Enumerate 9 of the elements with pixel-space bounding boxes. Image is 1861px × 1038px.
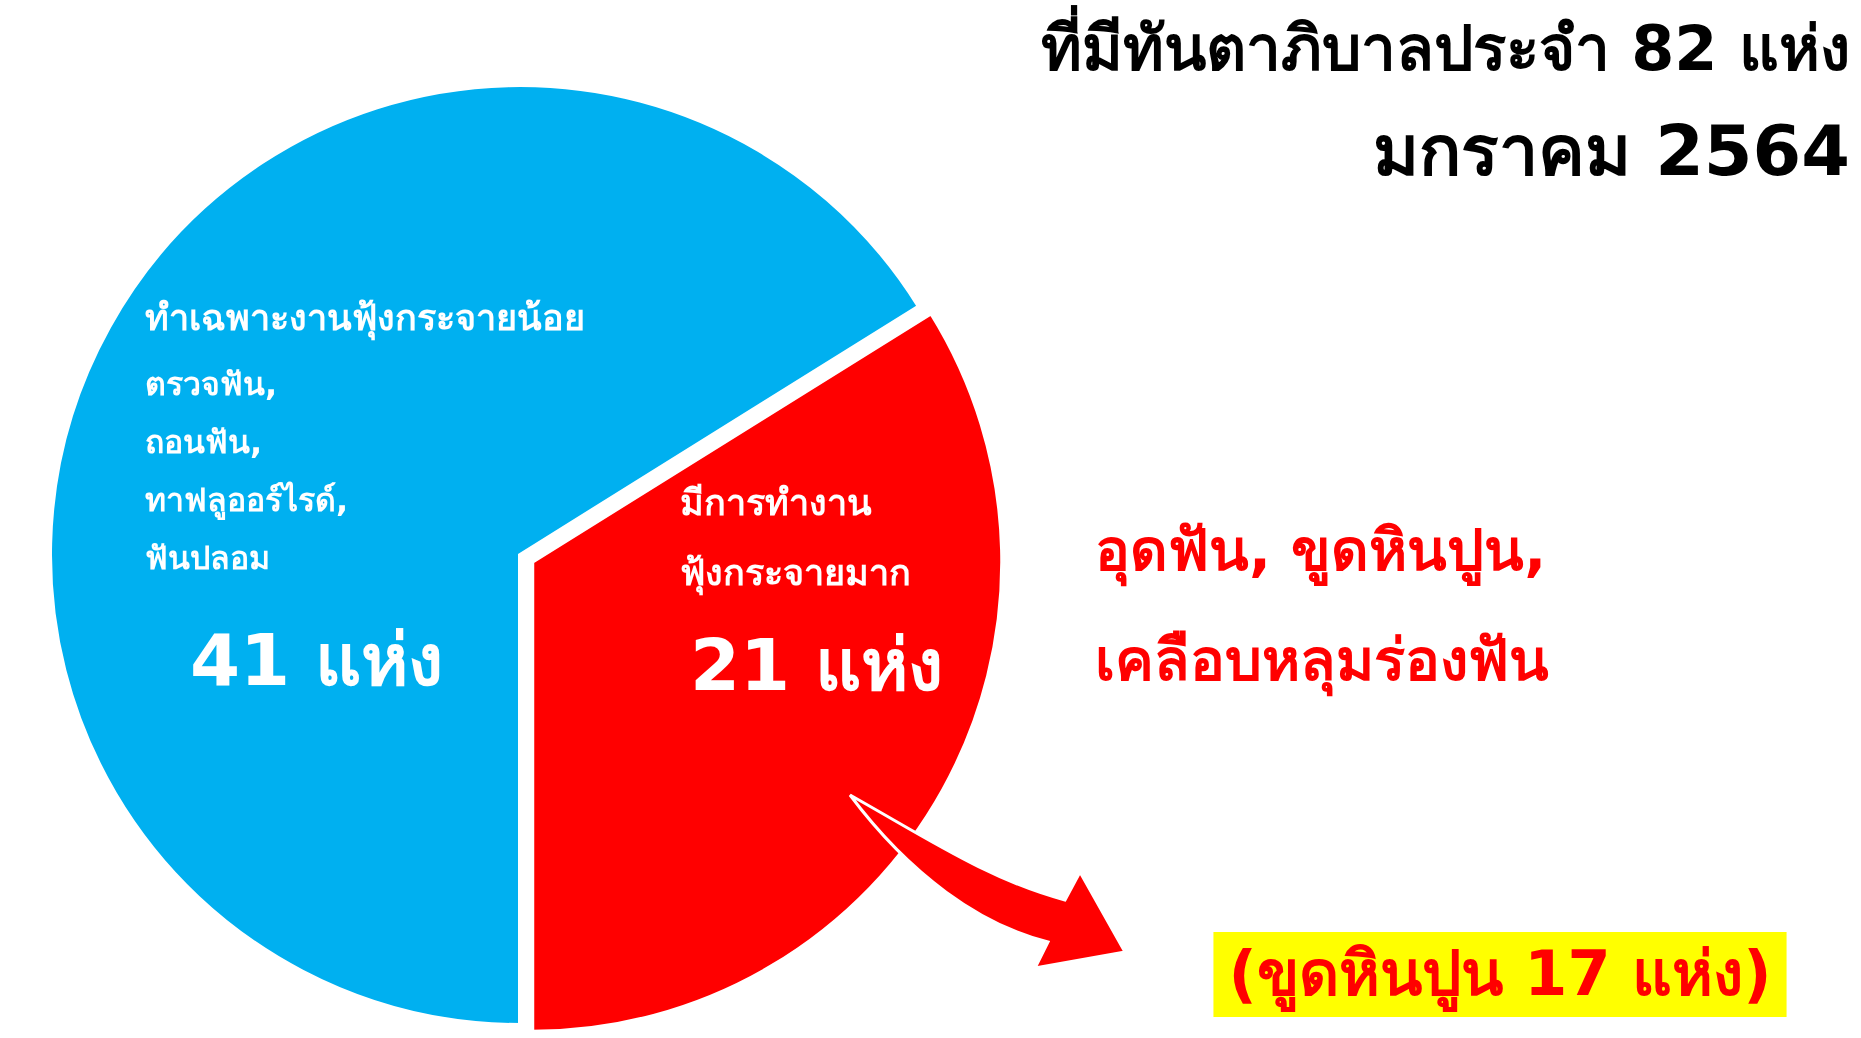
text: ที่มีทันตาภิบาลประจำ 82 แห่ง (1040, 5, 1850, 85)
slice-label: มีการทำงาน ฟุ้งกระจายมาก (680, 482, 911, 596)
text: มกราคม 2564 (1372, 110, 1850, 192)
text: อุดฟัน, ขูดหินปูน, เคลือบหลุมร่องฟัน (1095, 516, 1549, 697)
data-label: 41 แห่ง (190, 618, 444, 702)
data-label: 21 แห่ง (690, 623, 944, 707)
text: (ขูดหินปูน 17 แห่ง) (1228, 937, 1772, 1012)
slice-label: ทำเฉพาะงานฟุ้งกระจายน้อย (145, 297, 585, 341)
text: ตรวจฟัน, ถอนฟัน, ทาฟลูออร์ไรด์, ฟันปลอม (145, 365, 349, 577)
